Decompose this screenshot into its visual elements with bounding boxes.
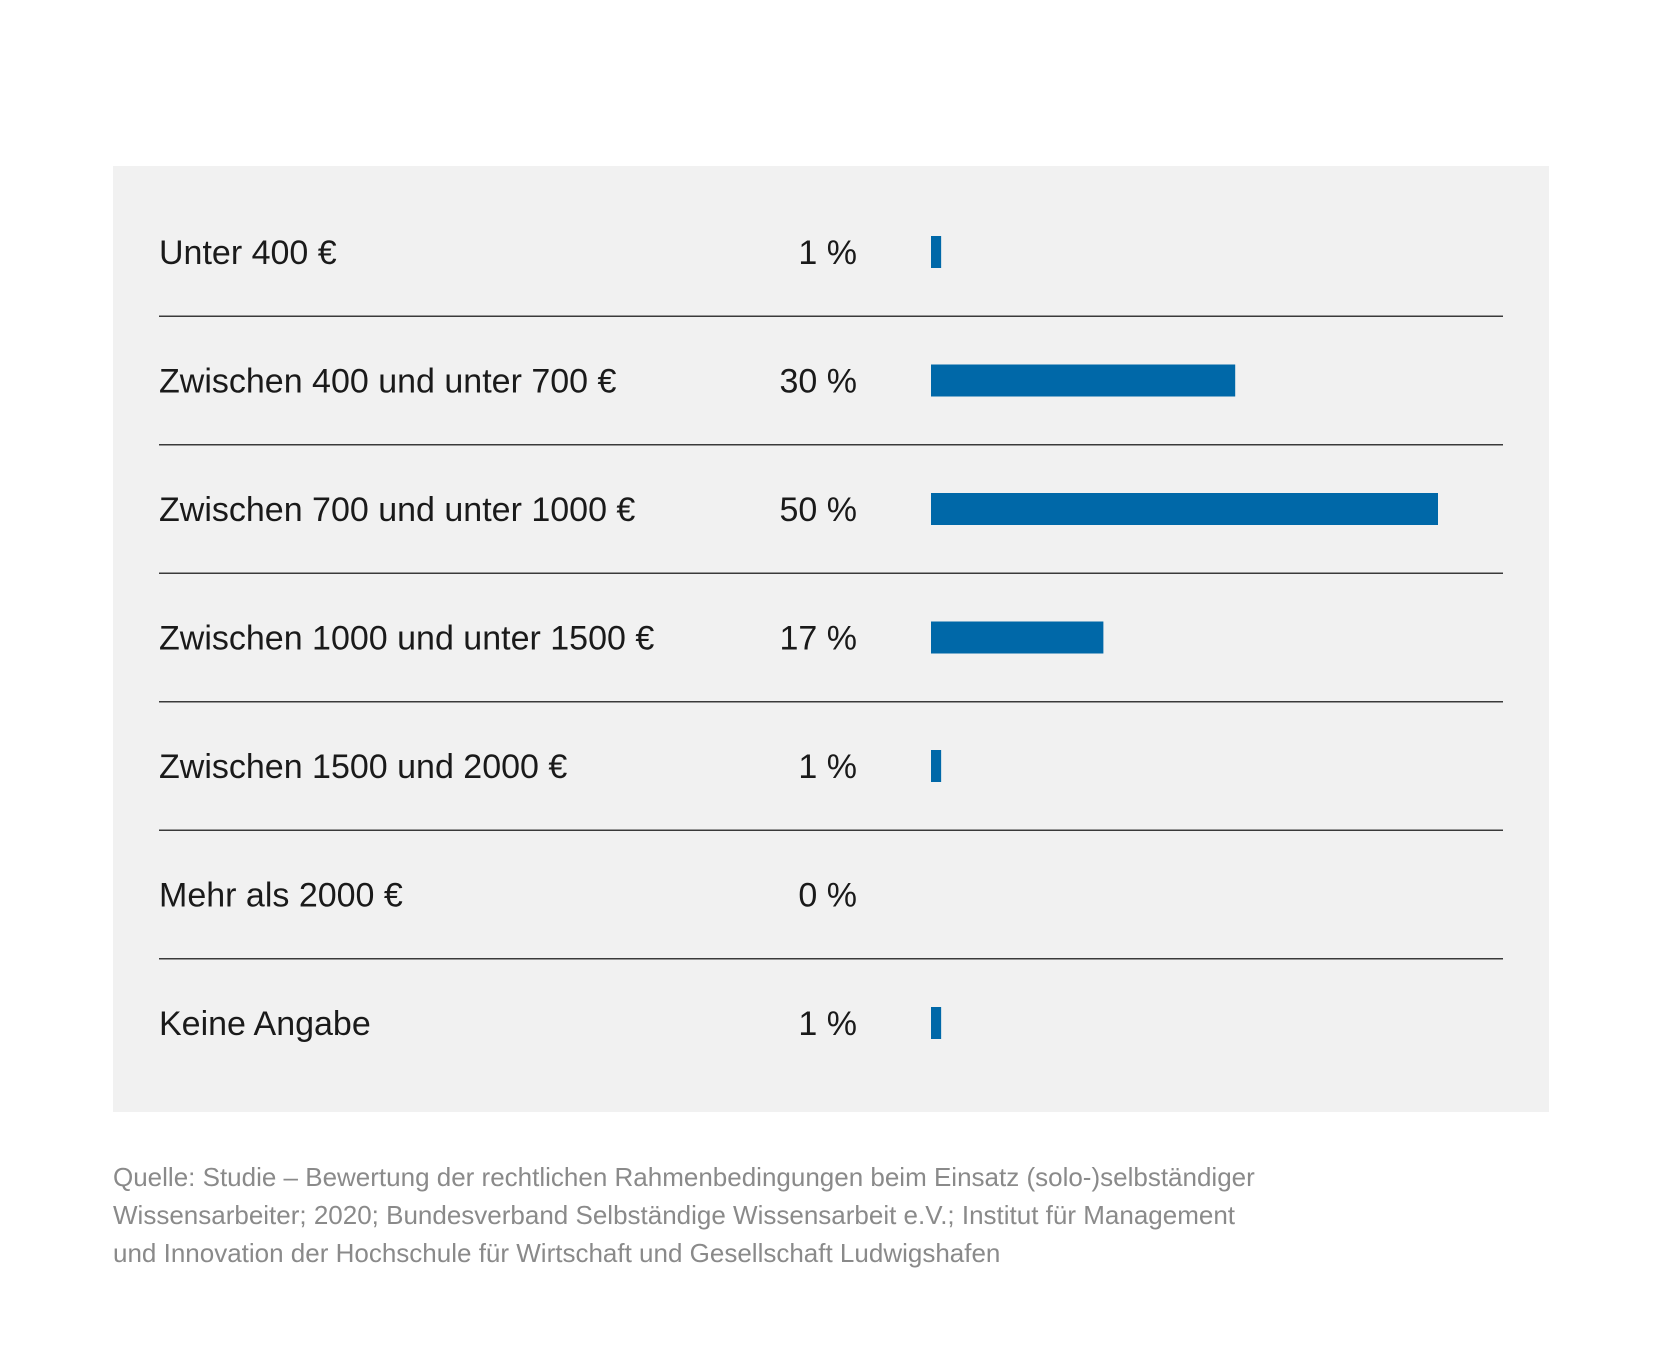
value-label: 30 %	[780, 363, 858, 401]
bar	[931, 1007, 942, 1039]
category-label: Keine Angabe	[159, 1005, 371, 1043]
value-label: 1 %	[798, 1005, 857, 1043]
category-label: Zwischen 400 und unter 700 €	[159, 363, 617, 401]
source-line: Quelle: Studie – Bewertung der rechtlich…	[113, 1162, 1255, 1192]
category-label: Mehr als 2000 €	[159, 877, 403, 915]
value-label: 1 %	[798, 234, 857, 272]
category-label: Unter 400 €	[159, 234, 337, 272]
value-label: 17 %	[780, 620, 858, 658]
category-label: Zwischen 700 und unter 1000 €	[159, 491, 635, 529]
source-line: Wissensarbeiter; 2020; Bundesverband Sel…	[113, 1200, 1235, 1230]
category-label: Zwischen 1000 und unter 1500 €	[159, 620, 654, 658]
bar	[931, 750, 942, 782]
chart-panel: Unter 400 € 1 % Zwischen 400 und unter 700…	[113, 166, 1549, 1112]
value-label: 1 %	[798, 748, 857, 786]
source-note: Quelle: Studie – Bewertung der rechtlich…	[113, 1158, 1413, 1272]
value-label: 0 %	[798, 877, 857, 915]
bar-chart: Unter 400 € 1 % Zwischen 400 und unter 700…	[159, 234, 1503, 1043]
value-label: 50 %	[780, 491, 858, 529]
source-line: und Innovation der Hochschule für Wirtsc…	[113, 1238, 1001, 1268]
bar	[931, 621, 1104, 654]
bar	[931, 364, 1236, 397]
category-label: Zwischen 1500 und 2000 €	[159, 748, 567, 786]
bar	[931, 236, 942, 268]
bar	[931, 493, 1438, 525]
